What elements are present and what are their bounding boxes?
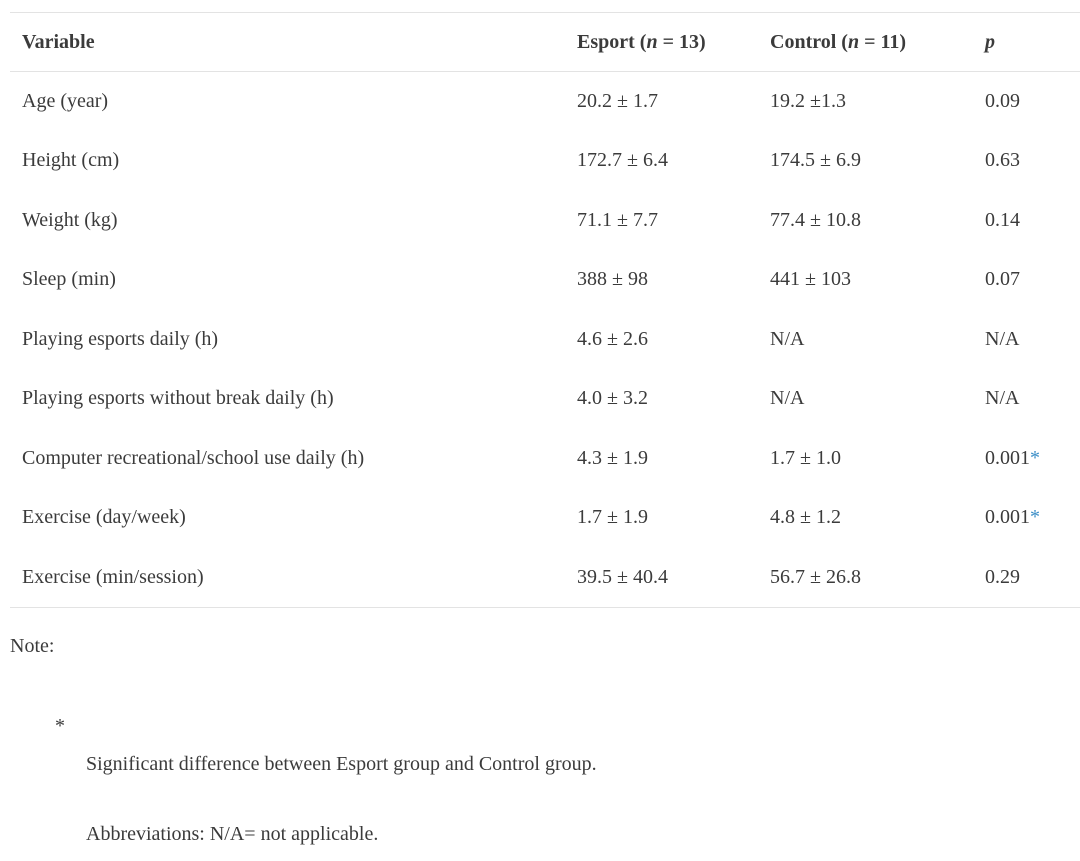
note-section: Note: * Significant difference between E… [0, 634, 1080, 846]
cell-variable: Playing esports daily (h) [22, 327, 219, 350]
cell-esport: 20.2 ± 1.7 [577, 90, 658, 112]
cell-esport: 71.1 ± 7.7 [577, 208, 658, 231]
table-row: Exercise (min/session) 39.5 ± 40.4 56.7 … [10, 548, 1080, 608]
cell-control: 77.4 ± 10.8 [770, 208, 861, 231]
p-value: 0.29 [985, 565, 1020, 588]
cell-control: 174.5 ± 6.9 [770, 149, 861, 172]
cell-control: N/A [770, 327, 805, 350]
cell-p: 0.001* [973, 429, 1080, 489]
cell-variable: Sleep (min) [22, 268, 116, 291]
cell-p: 0.29 [973, 548, 1080, 608]
header-row: Variable Esport (n = 13) Control (n = 11… [10, 12, 1080, 72]
abbreviations-text: Abbreviations: N/A= not applicable. [86, 822, 379, 845]
table-row: Weight (kg) 71.1 ± 7.7 77.4 ± 10.8 0.14 [10, 191, 1080, 251]
cell-p: 0.14 [973, 191, 1080, 251]
cell-p: 0.07 [973, 250, 1080, 310]
cell-p: N/A [973, 310, 1080, 370]
esport-n-symbol: n [646, 30, 658, 53]
cell-variable: Height (cm) [22, 149, 120, 172]
cell-variable: Playing esports without break daily (h) [22, 387, 334, 410]
footnote-marker: * [55, 714, 65, 737]
p-value: N/A [985, 387, 1020, 410]
cell-variable: Weight (kg) [22, 208, 118, 231]
cell-control: 19.2 ±1.3 [770, 90, 846, 112]
cell-p: 0.001* [973, 488, 1080, 548]
cell-control: N/A [770, 387, 805, 410]
cell-control: 1.7 ± 1.0 [770, 446, 841, 469]
col-header-control: Control (n = 11) [758, 13, 973, 72]
p-value: 0.14 [985, 208, 1020, 231]
esport-header-prefix: Esport ( [577, 30, 647, 53]
table-body: Age (year) 20.2 ± 1.7 19.2 ±1.3 0.09 Hei… [10, 72, 1080, 608]
table-row: Exercise (day/week) 1.7 ± 1.9 4.8 ± 1.2 … [10, 488, 1080, 548]
col-header-p: p [985, 30, 995, 53]
cell-p: 0.09 [973, 72, 1080, 132]
cell-esport: 4.0 ± 3.2 [577, 387, 648, 410]
p-value: 0.07 [985, 268, 1020, 291]
table-row: Computer recreational/school use daily (… [10, 429, 1080, 489]
table-header: Variable Esport (n = 13) Control (n = 11… [10, 12, 1080, 72]
p-value: 0.09 [985, 90, 1020, 112]
demographics-table: Variable Esport (n = 13) Control (n = 11… [10, 12, 1080, 608]
cell-control: 4.8 ± 1.2 [770, 506, 841, 529]
significance-star: * [1030, 506, 1040, 529]
esport-header-suffix: = 13) [657, 30, 706, 53]
table-row: Playing esports without break daily (h) … [10, 369, 1080, 429]
cell-esport: 4.6 ± 2.6 [577, 327, 648, 350]
table-row: Age (year) 20.2 ± 1.7 19.2 ±1.3 0.09 [10, 72, 1080, 132]
col-header-variable: Variable [22, 30, 95, 53]
cell-esport: 4.3 ± 1.9 [577, 446, 648, 469]
cell-variable: Age (year) [22, 90, 109, 112]
cell-esport: 1.7 ± 1.9 [577, 506, 648, 529]
cell-control: 56.7 ± 26.8 [770, 565, 861, 588]
cell-variable: Computer recreational/school use daily (… [22, 446, 365, 469]
cell-variable: Exercise (day/week) [22, 506, 186, 529]
col-header-esport: Esport (n = 13) [565, 13, 758, 72]
cell-control: 441 ± 103 [770, 268, 851, 291]
control-header-prefix: Control ( [770, 30, 848, 53]
p-value: 0.001 [985, 446, 1030, 469]
table-row: Sleep (min) 388 ± 98 441 ± 103 0.07 [10, 250, 1080, 310]
p-value: 0.63 [985, 149, 1020, 172]
footnote-significance-text: Significant difference between Esport gr… [86, 752, 597, 775]
significance-star: * [1030, 446, 1040, 469]
cell-esport: 388 ± 98 [577, 268, 648, 291]
cell-esport: 172.7 ± 6.4 [577, 149, 668, 172]
table-row: Playing esports daily (h) 4.6 ± 2.6 N/A … [10, 310, 1080, 370]
cell-p: N/A [973, 369, 1080, 429]
control-header-suffix: = 11) [859, 30, 907, 53]
cell-variable: Exercise (min/session) [22, 565, 204, 588]
cell-esport: 39.5 ± 40.4 [577, 565, 668, 588]
p-value: N/A [985, 327, 1020, 350]
note-label: Note: [10, 634, 55, 657]
cell-p: 0.63 [973, 131, 1080, 191]
p-value: 0.001 [985, 506, 1030, 529]
control-n-symbol: n [847, 30, 860, 53]
table-row: Height (cm) 172.7 ± 6.4 174.5 ± 6.9 0.63 [10, 131, 1080, 191]
